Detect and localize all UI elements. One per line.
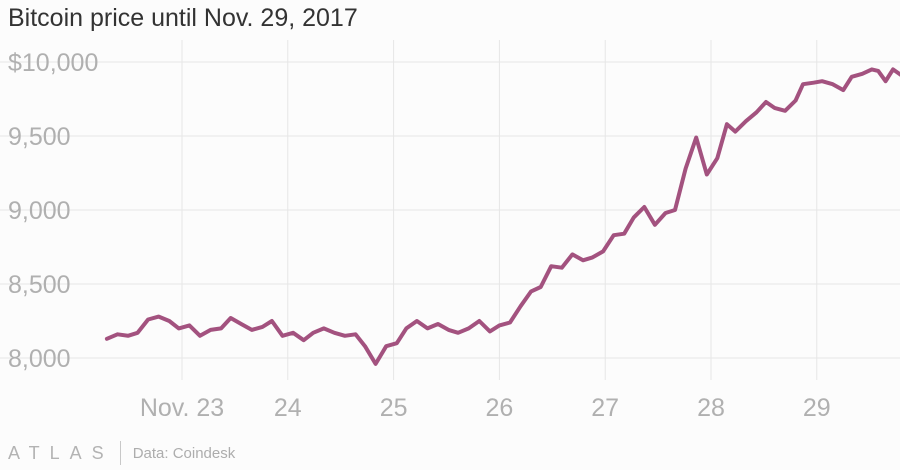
chart-title: Bitcoin price until Nov. 29, 2017 — [8, 4, 358, 32]
chart-footer: ATLAS Data: Coindesk — [8, 440, 235, 466]
line-chart: 8,000 8,500 9,000 9,500 $10,000 Nov. 23 24 25 2… — [0, 40, 900, 422]
y-tick-label: $10,000 — [8, 49, 98, 77]
x-tick-label: 28 — [697, 394, 725, 422]
x-tick-label: 25 — [380, 394, 408, 422]
x-tick-label: 29 — [803, 394, 831, 422]
y-tick-label: 8,500 — [8, 271, 71, 299]
y-tick-label: 9,000 — [8, 197, 71, 225]
data-source: Data: Coindesk — [132, 444, 236, 462]
price-series — [104, 67, 900, 366]
grid-lines — [0, 40, 900, 380]
y-tick-label: 9,500 — [8, 123, 71, 151]
x-axis-tick-labels: Nov. 23 24 25 26 27 28 29 — [140, 394, 831, 422]
footer-divider — [119, 441, 121, 465]
x-tick-label: 26 — [485, 394, 513, 422]
x-tick-label: Nov. 23 — [140, 394, 224, 422]
atlas-logo: ATLAS — [8, 442, 114, 463]
bitcoin-price-line — [104, 67, 900, 366]
x-tick-label: 24 — [274, 394, 302, 422]
y-tick-label: 8,000 — [8, 345, 71, 373]
x-tick-label: 27 — [591, 394, 619, 422]
y-axis-tick-labels: 8,000 8,500 9,000 9,500 $10,000 — [8, 49, 98, 373]
